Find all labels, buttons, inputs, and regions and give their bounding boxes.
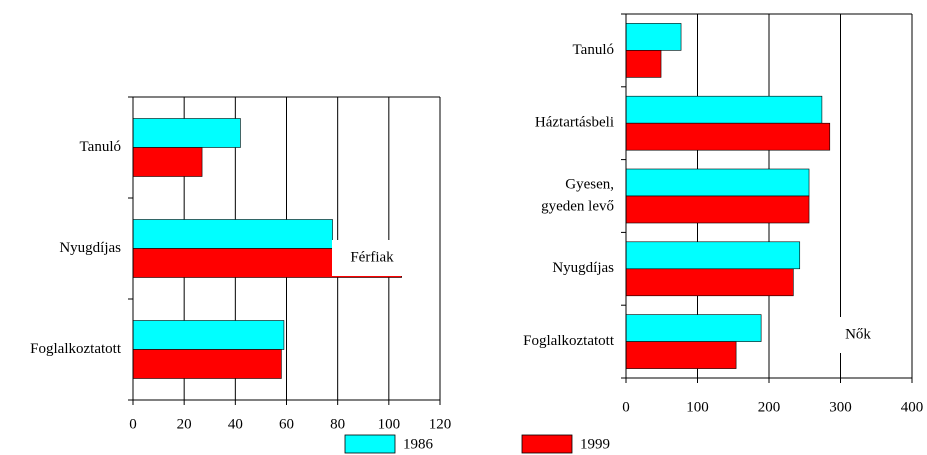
- y-tick-label: Foglalkoztatott: [30, 341, 122, 357]
- x-tick-label: 40: [228, 416, 243, 432]
- bar: [625, 122, 831, 151]
- bar: [625, 241, 801, 270]
- annotation-box: [332, 240, 412, 276]
- bar: [132, 349, 282, 379]
- bar: [625, 50, 662, 78]
- x-tick-label: 20: [177, 416, 192, 432]
- bar: [625, 314, 762, 342]
- x-tick-label: 120: [429, 416, 452, 432]
- legend-swatch: [521, 434, 573, 454]
- annotation-box: [832, 317, 884, 353]
- x-tick-label: 100: [686, 399, 709, 415]
- y-tick-label: Nyugdíjas: [59, 240, 121, 256]
- bar: [132, 219, 333, 249]
- x-tick-label: 60: [279, 416, 294, 432]
- legend-label: 1986: [403, 436, 434, 452]
- bar: [625, 268, 794, 297]
- x-tick-label: 80: [330, 416, 345, 432]
- y-tick-label: gyeden levő: [541, 198, 614, 214]
- y-tick-label: Foglalkoztatott: [523, 333, 615, 349]
- y-tick-label: Tanuló: [80, 139, 121, 155]
- bar: [625, 95, 823, 124]
- bar: [625, 23, 682, 51]
- x-tick-label: 0: [129, 416, 137, 432]
- annotation: Férfiak: [350, 249, 394, 265]
- y-tick-label: Gyesen,: [565, 176, 614, 192]
- x-tick-label: 400: [901, 399, 924, 415]
- annotation: Nők: [845, 326, 871, 342]
- legend-swatch: [344, 434, 396, 454]
- bar: [132, 118, 241, 148]
- x-tick-label: 100: [378, 416, 401, 432]
- y-tick-label: Tanuló: [573, 42, 614, 58]
- y-tick-label: Háztartásbeli: [535, 115, 614, 131]
- x-tick-label: 0: [622, 399, 630, 415]
- bar: [625, 168, 810, 197]
- bar: [132, 320, 285, 350]
- x-tick-label: 300: [829, 399, 852, 415]
- bar: [625, 195, 810, 224]
- bar: [625, 341, 737, 369]
- legend-label: 1999: [580, 436, 610, 452]
- bar: [132, 147, 203, 177]
- y-tick-label: Nyugdíjas: [552, 260, 614, 276]
- x-tick-label: 200: [758, 399, 781, 415]
